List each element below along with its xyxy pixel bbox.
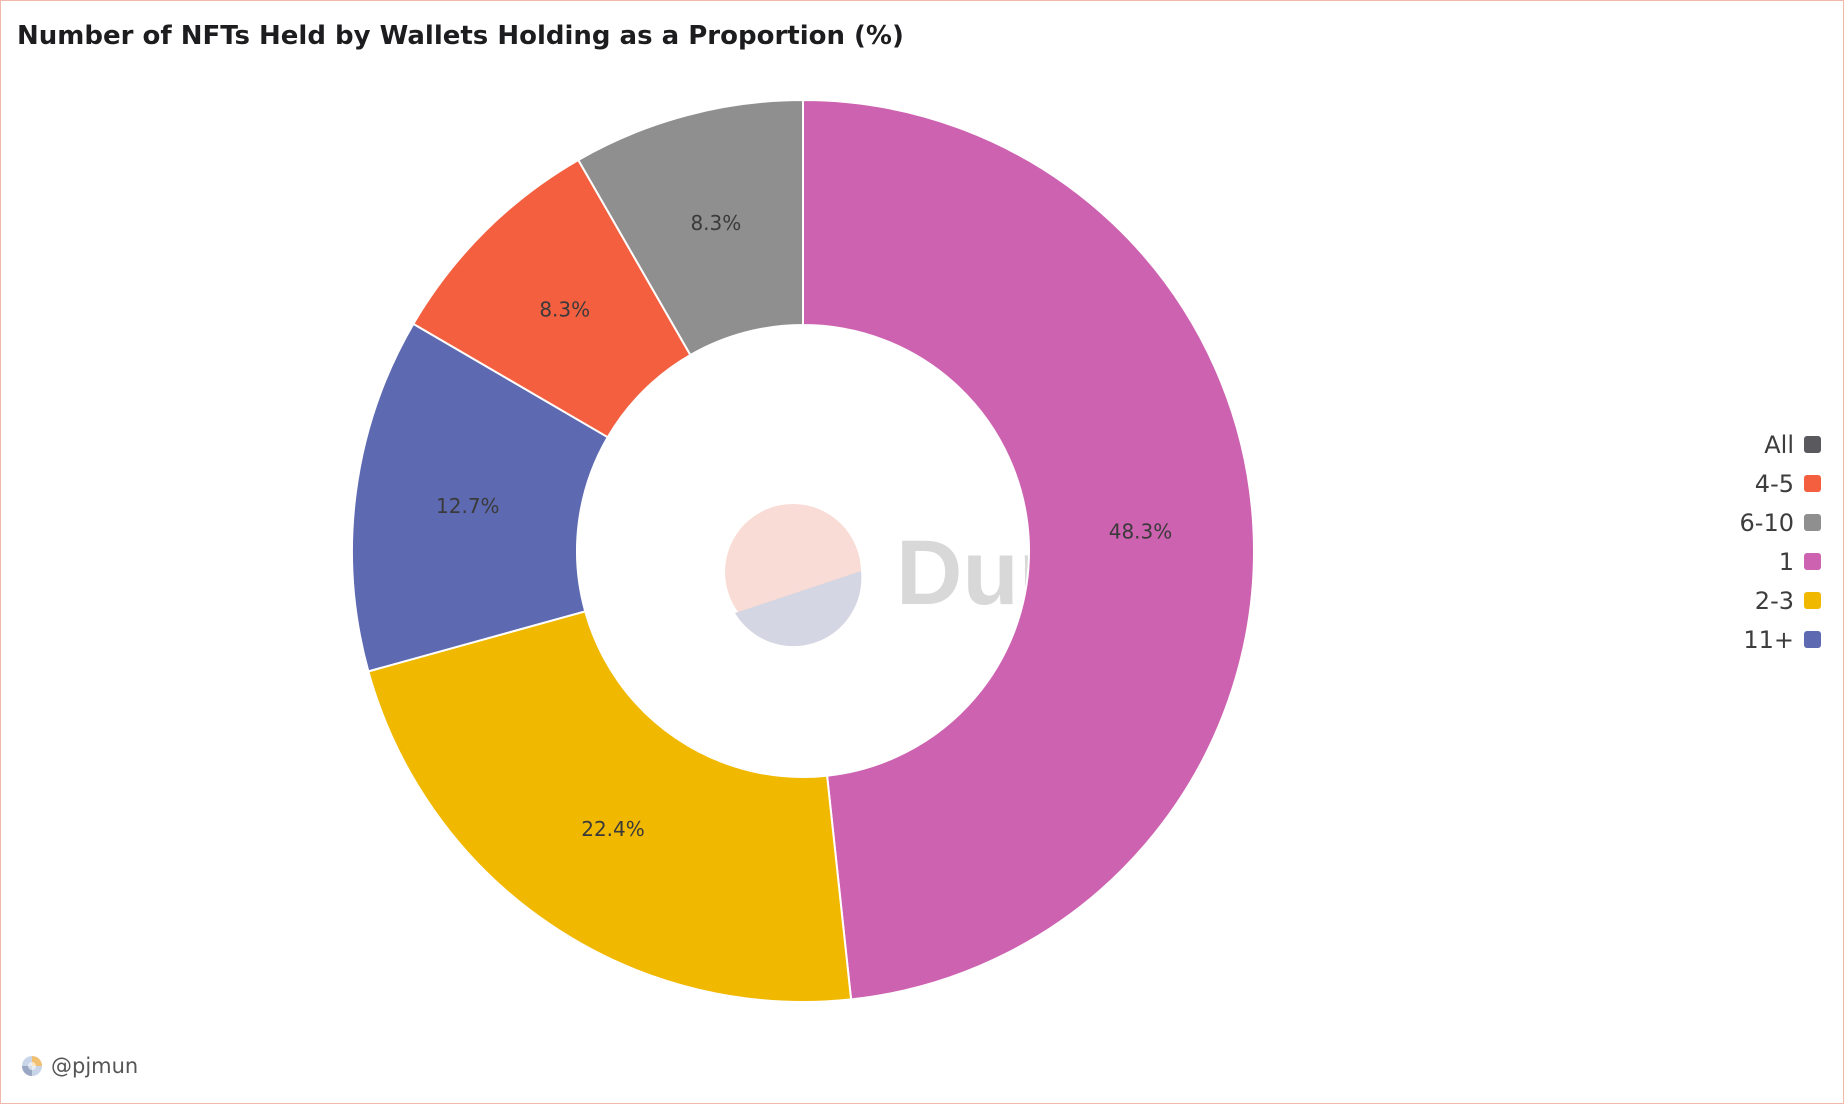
pie-slice[interactable]	[576, 98, 804, 357]
legend-swatch	[1804, 592, 1821, 609]
slices-group	[351, 98, 1255, 1003]
legend-label: 1	[1778, 547, 1794, 576]
legend-item[interactable]: 4-5	[1740, 464, 1821, 503]
pie-slice[interactable]	[351, 322, 610, 673]
legend-label: 6-10	[1739, 508, 1794, 537]
pie-slice[interactable]	[802, 98, 1255, 1001]
chart-legend: All 4-5 6-10 1 2-3 11+	[1740, 425, 1821, 659]
avatar	[22, 1056, 42, 1076]
slice-data-label: 22.4%	[581, 817, 645, 841]
pie-slice[interactable]	[367, 610, 853, 1003]
legend-item[interactable]: 2-3	[1740, 581, 1821, 620]
slice-data-label: 48.3%	[1109, 519, 1173, 543]
author-handle: @pjmun	[51, 1054, 139, 1078]
slice-data-label: 8.3%	[539, 298, 590, 322]
legend-item[interactable]: All	[1740, 425, 1821, 464]
legend-label: 4-5	[1754, 469, 1794, 498]
legend-swatch	[1804, 553, 1821, 570]
footer: @pjmun	[21, 1054, 138, 1078]
chart-title: Number of NFTs Held by Wallets Holding a…	[17, 21, 904, 51]
legend-label: All	[1764, 430, 1794, 459]
slice-data-label: 12.7%	[436, 494, 500, 518]
slice-data-label: 8.3%	[690, 211, 741, 235]
legend-swatch	[1804, 631, 1821, 648]
legend-item[interactable]: 6-10	[1740, 503, 1821, 542]
slice-labels-group: 48.3% 22.4% 12.7% 8.3% 8.3%	[436, 211, 1172, 841]
legend-swatch	[1804, 514, 1821, 531]
legend-label: 11+	[1743, 625, 1794, 654]
watermark-logo-lower-half	[735, 571, 862, 647]
legend-swatch	[1804, 475, 1821, 492]
legend-item[interactable]: 11+	[1740, 620, 1821, 659]
legend-item[interactable]: 1	[1740, 542, 1821, 581]
legend-swatch	[1804, 436, 1821, 453]
legend-label: 2-3	[1754, 586, 1794, 615]
